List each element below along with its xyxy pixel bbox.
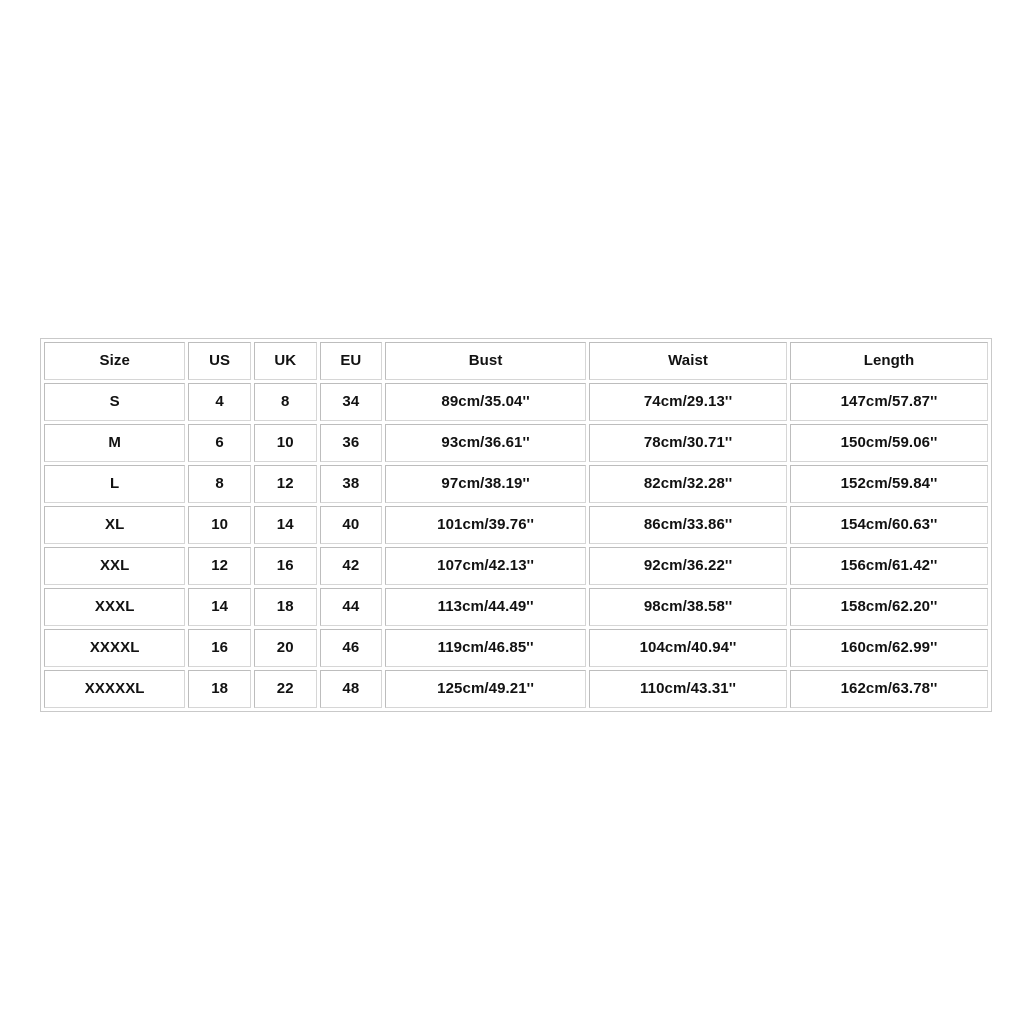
cell-us: 12 — [188, 547, 251, 585]
cell-bust: 119cm/46.85'' — [385, 629, 587, 667]
cell-uk: 8 — [253, 383, 317, 421]
cell-waist: 110cm/43.31'' — [589, 670, 787, 708]
size-chart-body: Size US UK EU Bust Waist Length S 4 8 34… — [44, 342, 988, 708]
cell-us: 14 — [188, 588, 251, 626]
cell-length: 162cm/63.78'' — [790, 670, 988, 708]
cell-us: 8 — [188, 465, 251, 503]
cell-us: 10 — [188, 506, 251, 544]
cell-us: 4 — [188, 383, 251, 421]
cell-length: 160cm/62.99'' — [790, 629, 988, 667]
cell-size: M — [44, 424, 186, 462]
cell-waist: 74cm/29.13'' — [589, 383, 787, 421]
cell-length: 152cm/59.84'' — [790, 465, 988, 503]
cell-waist: 86cm/33.86'' — [589, 506, 787, 544]
cell-waist: 92cm/36.22'' — [589, 547, 787, 585]
cell-bust: 89cm/35.04'' — [385, 383, 587, 421]
cell-bust: 101cm/39.76'' — [385, 506, 587, 544]
cell-waist: 78cm/30.71'' — [589, 424, 787, 462]
cell-size: XXXXXL — [44, 670, 186, 708]
cell-eu: 44 — [319, 588, 383, 626]
column-header-eu: EU — [319, 342, 383, 380]
table-row: XL 10 14 40 101cm/39.76'' 86cm/33.86'' 1… — [44, 506, 988, 544]
table-row: XXXXL 16 20 46 119cm/46.85'' 104cm/40.94… — [44, 629, 988, 667]
column-header-us: US — [188, 342, 251, 380]
cell-size: XXXL — [44, 588, 186, 626]
cell-eu: 42 — [319, 547, 383, 585]
column-header-uk: UK — [253, 342, 317, 380]
cell-eu: 48 — [319, 670, 383, 708]
cell-waist: 104cm/40.94'' — [589, 629, 787, 667]
cell-bust: 93cm/36.61'' — [385, 424, 587, 462]
table-row: XXL 12 16 42 107cm/42.13'' 92cm/36.22'' … — [44, 547, 988, 585]
cell-bust: 107cm/42.13'' — [385, 547, 587, 585]
cell-length: 156cm/61.42'' — [790, 547, 988, 585]
cell-size: S — [44, 383, 186, 421]
column-header-waist: Waist — [589, 342, 787, 380]
cell-length: 154cm/60.63'' — [790, 506, 988, 544]
cell-bust: 113cm/44.49'' — [385, 588, 587, 626]
table-row: L 8 12 38 97cm/38.19'' 82cm/32.28'' 152c… — [44, 465, 988, 503]
cell-us: 18 — [188, 670, 251, 708]
cell-size: XXXXL — [44, 629, 186, 667]
column-header-length: Length — [790, 342, 988, 380]
cell-uk: 12 — [253, 465, 317, 503]
cell-size: XXL — [44, 547, 186, 585]
cell-uk: 22 — [253, 670, 317, 708]
cell-bust: 125cm/49.21'' — [385, 670, 587, 708]
size-chart-container: Size US UK EU Bust Waist Length S 4 8 34… — [40, 338, 992, 712]
cell-length: 158cm/62.20'' — [790, 588, 988, 626]
table-row: S 4 8 34 89cm/35.04'' 74cm/29.13'' 147cm… — [44, 383, 988, 421]
cell-eu: 40 — [319, 506, 383, 544]
cell-us: 6 — [188, 424, 251, 462]
cell-waist: 98cm/38.58'' — [589, 588, 787, 626]
cell-eu: 36 — [319, 424, 383, 462]
table-row: XXXXXL 18 22 48 125cm/49.21'' 110cm/43.3… — [44, 670, 988, 708]
cell-eu: 34 — [319, 383, 383, 421]
cell-waist: 82cm/32.28'' — [589, 465, 787, 503]
column-header-bust: Bust — [385, 342, 587, 380]
cell-uk: 16 — [253, 547, 317, 585]
cell-uk: 10 — [253, 424, 317, 462]
size-chart-table: Size US UK EU Bust Waist Length S 4 8 34… — [40, 338, 992, 712]
column-header-size: Size — [44, 342, 186, 380]
cell-uk: 18 — [253, 588, 317, 626]
cell-eu: 38 — [319, 465, 383, 503]
cell-bust: 97cm/38.19'' — [385, 465, 587, 503]
cell-length: 147cm/57.87'' — [790, 383, 988, 421]
cell-uk: 14 — [253, 506, 317, 544]
cell-size: L — [44, 465, 186, 503]
table-row: M 6 10 36 93cm/36.61'' 78cm/30.71'' 150c… — [44, 424, 988, 462]
table-row: XXXL 14 18 44 113cm/44.49'' 98cm/38.58''… — [44, 588, 988, 626]
cell-length: 150cm/59.06'' — [790, 424, 988, 462]
cell-uk: 20 — [253, 629, 317, 667]
cell-eu: 46 — [319, 629, 383, 667]
cell-us: 16 — [188, 629, 251, 667]
cell-size: XL — [44, 506, 186, 544]
table-header-row: Size US UK EU Bust Waist Length — [44, 342, 988, 380]
